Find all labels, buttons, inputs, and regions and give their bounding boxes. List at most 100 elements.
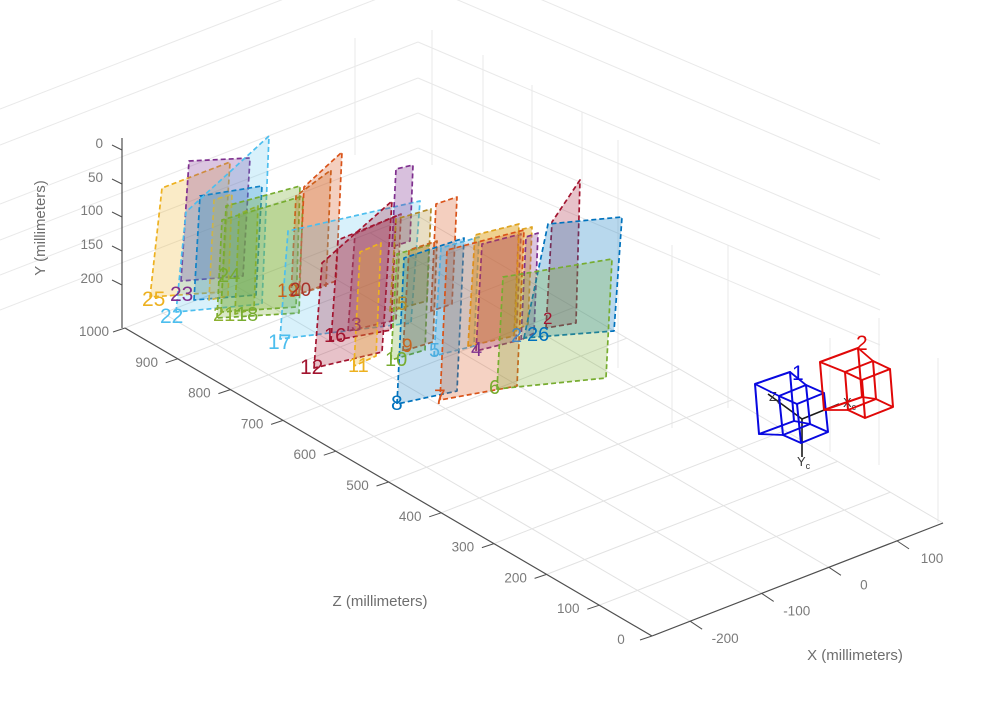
- floor-grid-line: [369, 232, 898, 542]
- x-axis-tick: [828, 566, 842, 576]
- ceiling-grid-line: [0, 41, 419, 205]
- y-axis-tick-label: 100: [80, 203, 103, 218]
- calibration-plane-plane-purple-c: [520, 232, 539, 341]
- floor-grid-line: [546, 460, 838, 575]
- z-axis-tick: [112, 327, 126, 333]
- ceiling-grid-line: [456, 0, 881, 181]
- z-axis-label: Z (millimeters): [333, 593, 428, 610]
- z-axis-tick-label: 600: [294, 447, 317, 462]
- calibration-plane-16: [330, 215, 397, 342]
- x-axis-tick-label: -200: [712, 631, 739, 646]
- camera-2-image-plane: [819, 347, 863, 411]
- camera-axis-label-yc: Yc: [797, 454, 811, 471]
- floor-grid-line: [388, 368, 680, 483]
- floor-grid-line: [282, 306, 575, 421]
- z-axis-tick: [587, 604, 600, 610]
- camera-1-wireframe: [754, 371, 829, 444]
- floor-grid-line: [124, 214, 417, 329]
- plane-label-4: 4: [471, 339, 482, 361]
- camera-1-body-edge: [782, 434, 802, 444]
- camera-1-body-edge: [809, 423, 829, 433]
- ceiling-grid-line: [541, 0, 881, 145]
- plane-label-22: 22: [160, 305, 183, 328]
- camera-1-body-edge: [778, 395, 798, 405]
- y-axis-tick-label: 50: [88, 170, 103, 185]
- plane-label-24: 24: [218, 265, 240, 287]
- plane-label-6: 6: [489, 377, 500, 399]
- calibration-plane-4: [475, 233, 522, 352]
- calibration-plane-24: [220, 185, 301, 313]
- y-axis-tick-label: 200: [80, 271, 103, 286]
- z-axis-tick: [376, 481, 389, 487]
- plane-label-8: 8: [391, 392, 403, 415]
- plane-label-extra-0: 2: [511, 325, 522, 347]
- z-axis-tick-label: 500: [346, 478, 369, 493]
- calibration-plane-18: [216, 195, 304, 319]
- ceiling-grid-line: [417, 112, 881, 311]
- camera-2-body-edge: [847, 409, 866, 419]
- calibration-plane-plane-orange-strip: [430, 196, 458, 312]
- camera-1-body-face: [778, 384, 811, 436]
- camera-1-frustum-edge: [789, 371, 807, 386]
- calibration-plane-17: [279, 200, 421, 340]
- z-axis-tick: [323, 450, 336, 456]
- camera-2-body-edge: [872, 360, 891, 370]
- plane-label-7: 7: [434, 386, 446, 409]
- floor-grid-lines: [124, 214, 944, 637]
- ceiling-grid-line: [417, 41, 881, 240]
- z-axis-tick-label: 400: [399, 509, 422, 524]
- z-axis-tick-label: 100: [557, 601, 580, 616]
- ceiling-grid-line: [0, 0, 283, 110]
- calibration-plane-22: [175, 135, 270, 313]
- y-axis-tick: [111, 279, 123, 286]
- z-axis-tick-label: 800: [188, 386, 211, 401]
- camera-2-body-face: [861, 368, 894, 419]
- calibration-plane-6: [496, 258, 613, 390]
- x-axis-tick: [761, 592, 774, 602]
- calibration-plane-26: [523, 216, 623, 339]
- calibration-plane-12: [313, 200, 393, 369]
- z-axis-tick-label: 0: [617, 632, 625, 647]
- x-axis-tick-label: -100: [783, 603, 810, 618]
- plane-label-11: 11: [348, 355, 369, 377]
- camera-1-frustum-edge: [758, 433, 784, 436]
- z-axis-tick: [270, 419, 284, 425]
- plane-label-26: 26: [527, 324, 549, 346]
- plane-label-12: 12: [300, 356, 323, 379]
- ceiling-grid-line: [417, 147, 881, 346]
- ceiling-grid-line: [0, 77, 419, 241]
- y-axis-tick: [111, 178, 123, 185]
- y-axis-tick: [111, 144, 123, 151]
- camera-axis-line: [767, 393, 803, 420]
- z-axis-tick: [429, 512, 442, 518]
- camera-1-body-edge: [805, 384, 825, 394]
- floor-grid-line: [441, 399, 733, 514]
- z-axis-tick-label: 700: [241, 416, 264, 431]
- ceiling-grid-line: [417, 77, 881, 276]
- calibration-plane-9: [402, 240, 438, 352]
- calibration-plane-2: [545, 179, 581, 329]
- calibration-plane-15: [389, 208, 432, 312]
- x-axis-tick: [689, 620, 703, 630]
- x-axis-line: [651, 522, 944, 637]
- plane-label-20: 20: [290, 280, 311, 301]
- plane-label-15: 5: [397, 294, 408, 315]
- ceiling-grid-line: [0, 147, 419, 311]
- z-axis-tick-label: 900: [135, 355, 158, 370]
- plane-label-18: 18: [236, 304, 258, 326]
- z-axis-tick: [218, 389, 231, 395]
- plane-label-25: 25: [142, 288, 165, 311]
- camera-2-frustum-edge: [857, 347, 874, 362]
- calibration-plane-20: [298, 151, 343, 295]
- y-axis-tick-label: 0: [95, 136, 103, 151]
- calibration-plane-plane-purple-tall: [391, 164, 414, 248]
- camera-2-frustum-edge: [819, 361, 846, 373]
- calibration-plane-plane-yellow-strip: [208, 193, 233, 301]
- x-axis-label: X (millimeters): [807, 647, 903, 664]
- calibration-plane-11: [353, 242, 382, 367]
- floor-grid-line: [234, 284, 762, 594]
- calibration-plane-7: [439, 229, 525, 401]
- plane-label-5: 5: [429, 340, 440, 362]
